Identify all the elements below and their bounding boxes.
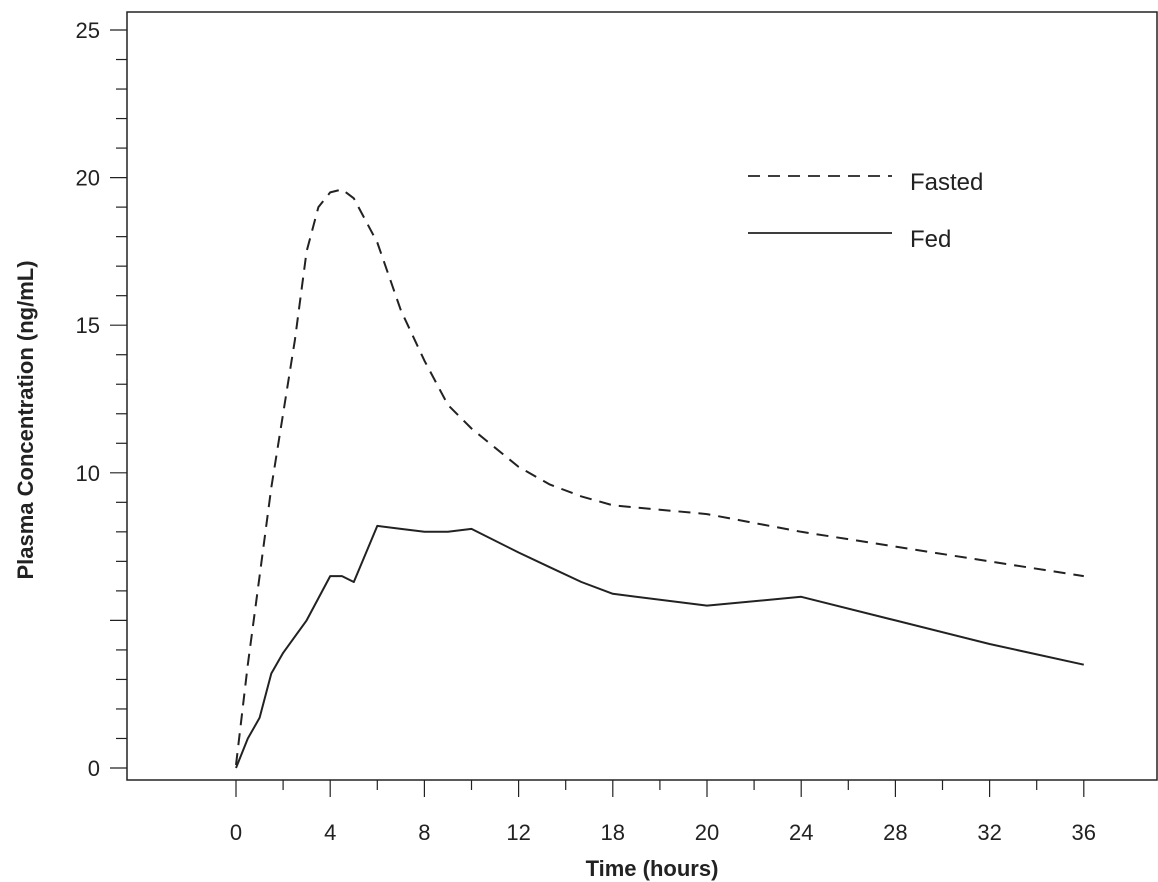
x-tick-label: 20	[695, 820, 719, 845]
y-axis-title: Plasma Concentration (ng/mL)	[13, 260, 38, 579]
x-tick-label: 18	[601, 820, 625, 845]
y-tick-label: 10	[76, 461, 100, 486]
y-tick-label: 0	[88, 756, 100, 781]
y-tick-label: 20	[76, 166, 100, 191]
x-tick-label: 8	[418, 820, 430, 845]
legend-label-fasted: Fasted	[910, 169, 983, 196]
x-axis-ticks	[235, 780, 1085, 797]
x-tick-label: 0	[230, 820, 242, 845]
plot-area-frame	[126, 11, 1158, 781]
x-tick-label: 28	[883, 820, 907, 845]
series-lines	[235, 188, 1085, 769]
y-axis-ticks	[110, 29, 127, 769]
series-line-fasted	[235, 188, 1084, 766]
x-tick-label: 4	[324, 820, 336, 845]
series-line-fed	[235, 524, 1085, 769]
x-tick-label: 24	[789, 820, 813, 845]
y-axis-tick-labels: 0 10 15 20 25	[76, 18, 100, 781]
y-tick-label: 25	[76, 18, 100, 43]
x-axis-tick-labels: 0 4 8 12 18 20 24 28 32 36	[230, 820, 1096, 845]
x-tick-label: 36	[1072, 820, 1096, 845]
x-tick-label: 32	[977, 820, 1001, 845]
legend: Fasted Fed	[748, 169, 983, 253]
x-tick-label: 12	[506, 820, 530, 845]
x-axis-title: Time (hours)	[586, 856, 719, 881]
y-tick-label: 15	[76, 313, 100, 338]
legend-label-fed: Fed	[910, 226, 951, 253]
